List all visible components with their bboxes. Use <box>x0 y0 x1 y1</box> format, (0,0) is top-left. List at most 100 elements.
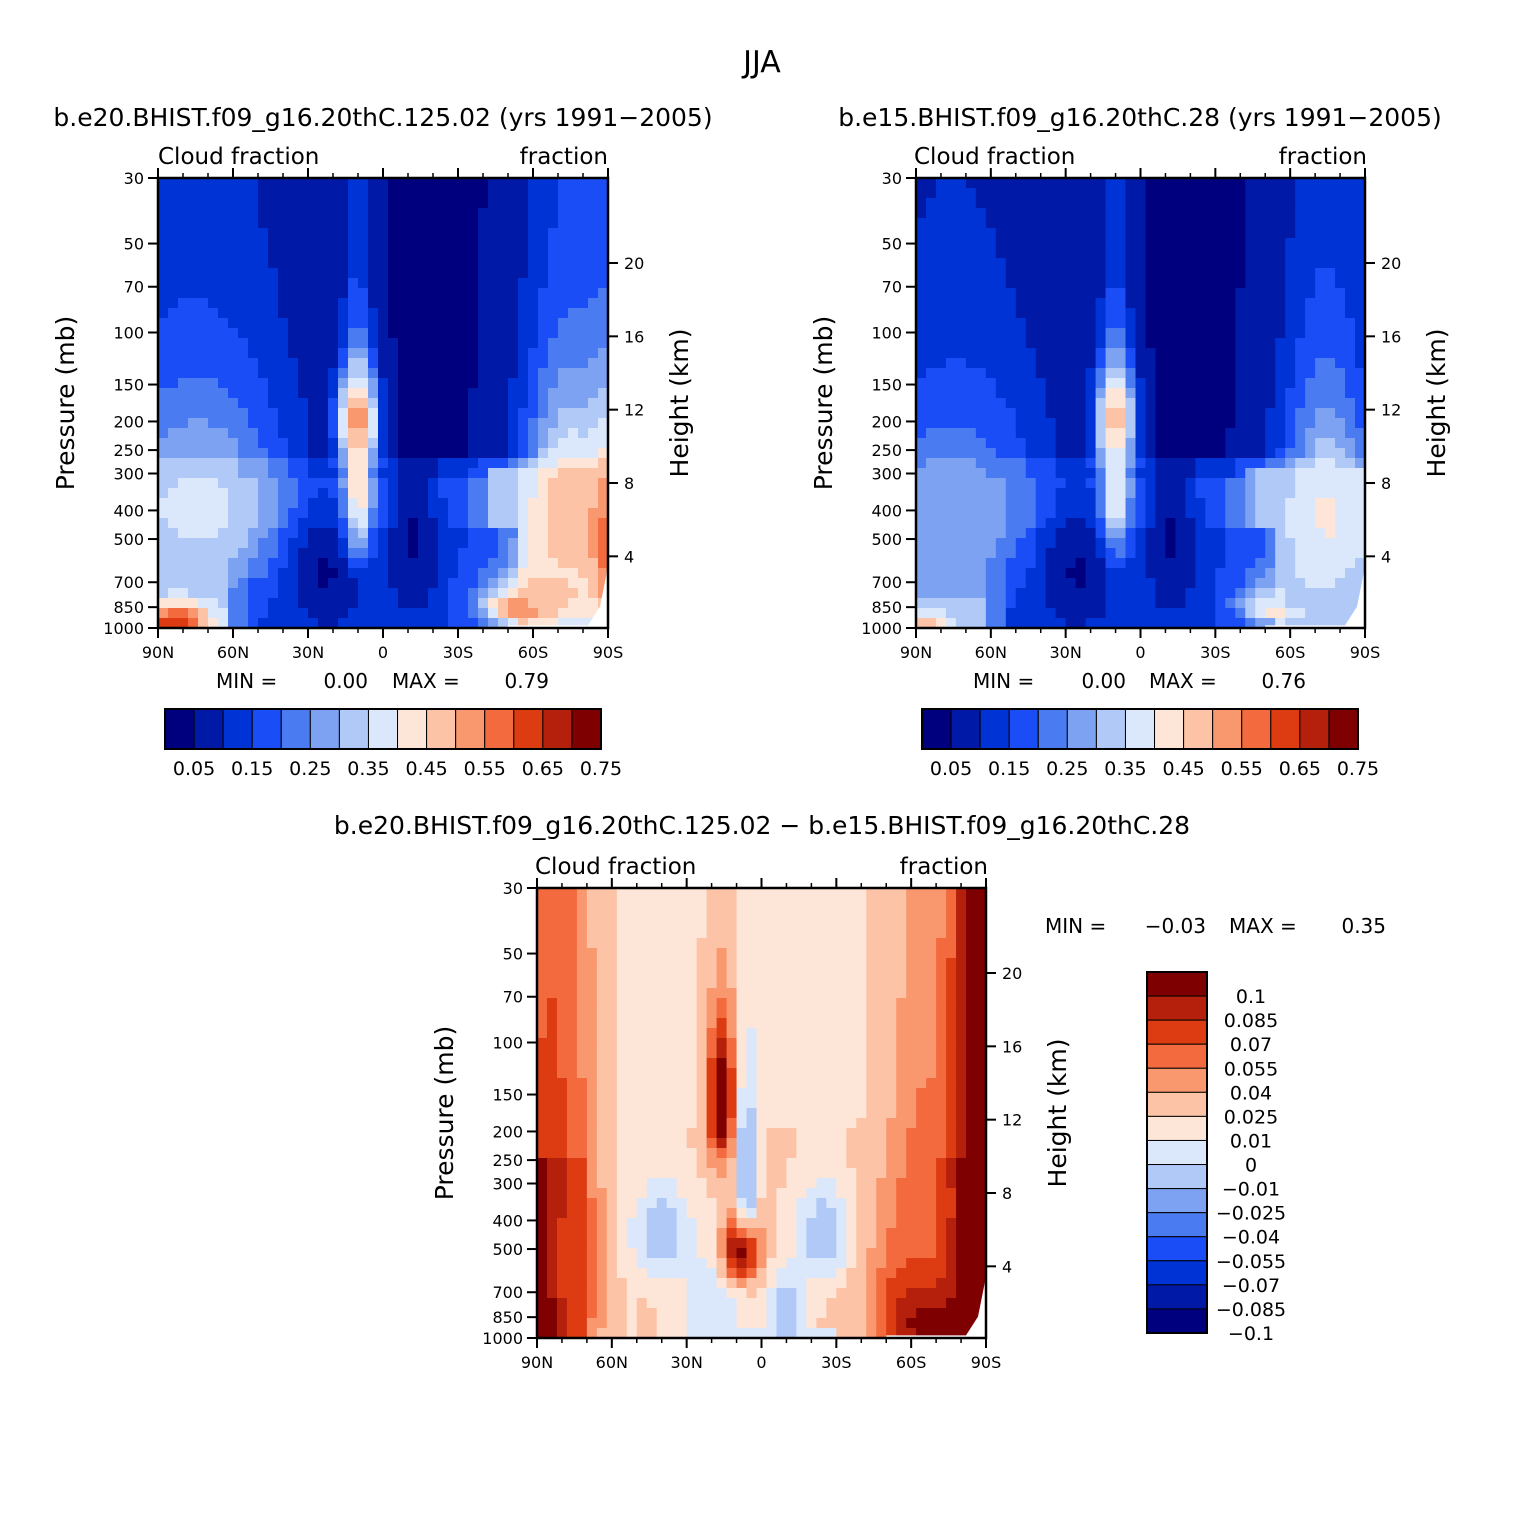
field-cell <box>228 588 239 599</box>
field-cell <box>1075 228 1087 239</box>
field-cell <box>1055 228 1067 239</box>
field-cell <box>208 278 219 289</box>
field-cell <box>1215 358 1226 369</box>
field-cell <box>1225 218 1236 229</box>
field-cell <box>1215 378 1226 389</box>
field-cell <box>1075 238 1087 249</box>
field-cell <box>586 1298 598 1309</box>
field-cell <box>1035 548 1047 559</box>
field-cell <box>955 358 967 369</box>
field-cell <box>1055 248 1067 259</box>
field-cell <box>925 398 937 409</box>
field-cell <box>408 338 419 349</box>
field-cell <box>418 548 429 559</box>
field-cell <box>1285 218 1296 229</box>
field-cell <box>578 508 589 519</box>
field-cell <box>438 558 449 569</box>
field-cell <box>278 608 289 619</box>
field-cell <box>288 318 299 329</box>
field-cell <box>548 318 559 329</box>
field-cell <box>1215 198 1226 209</box>
field-cell <box>1055 418 1067 429</box>
field-cell <box>1135 258 1147 269</box>
field-cell <box>596 1018 608 1029</box>
field-cell <box>288 468 299 479</box>
field-cell <box>178 388 189 399</box>
field-cell <box>925 368 937 379</box>
field-cell <box>646 1238 658 1249</box>
field-cell <box>1265 438 1276 449</box>
field-cell <box>428 338 439 349</box>
field-cell <box>208 618 219 629</box>
field-cell <box>378 338 389 349</box>
panel-3-title: b.e20.BHIST.f09_g16.20thC.125.02 − b.e15… <box>334 811 1190 840</box>
field-cell <box>318 548 329 559</box>
field-cell <box>438 198 449 209</box>
field-cell <box>498 178 509 189</box>
field-cell <box>945 198 957 209</box>
field-cell <box>925 188 937 199</box>
field-cell <box>1005 238 1017 249</box>
field-cell <box>328 318 339 329</box>
field-cell <box>528 178 539 189</box>
field-cell <box>278 408 289 419</box>
field-cell <box>646 938 658 949</box>
field-cell <box>378 518 389 529</box>
field-cell <box>1245 368 1256 379</box>
field-cell <box>916 338 927 349</box>
field-cell <box>448 298 459 309</box>
field-cell <box>298 608 309 619</box>
field-cell <box>418 568 429 579</box>
field-cell <box>318 348 329 359</box>
field-cell <box>616 1098 628 1109</box>
field-cell <box>488 258 499 269</box>
field-cell <box>676 1258 688 1269</box>
field-cell <box>518 548 529 559</box>
field-cell <box>537 1258 548 1269</box>
field-cell <box>1215 318 1226 329</box>
field-cell <box>388 368 399 379</box>
field-cell <box>468 468 479 479</box>
field-cell <box>1255 368 1266 379</box>
field-cell <box>1325 218 1336 229</box>
field-cell <box>348 488 359 499</box>
field-cell <box>576 1108 588 1119</box>
field-cell <box>1295 438 1306 449</box>
field-cell <box>1115 318 1127 329</box>
field-cell <box>1155 238 1167 249</box>
field-cell <box>358 528 369 539</box>
field-cell <box>508 588 519 599</box>
field-cell <box>596 1228 608 1239</box>
field-cell <box>1355 188 1366 199</box>
field-cell <box>1315 448 1326 459</box>
field-cell <box>1215 508 1226 519</box>
field-cell <box>388 598 399 609</box>
field-cell <box>945 438 957 449</box>
field-cell <box>368 478 379 489</box>
field-cell <box>1245 198 1256 209</box>
field-cell <box>228 528 239 539</box>
field-cell <box>258 508 269 519</box>
field-cell <box>548 328 559 339</box>
field-cell <box>278 438 289 449</box>
panel-1-left-label: Cloud fraction <box>158 144 319 170</box>
field-cell <box>378 478 389 489</box>
field-cell <box>945 548 957 559</box>
field-cell <box>916 298 927 309</box>
field-cell <box>626 1158 638 1169</box>
field-cell <box>576 1278 588 1289</box>
field-cell <box>1215 228 1226 239</box>
field-cell <box>1165 388 1177 399</box>
field-cell <box>1275 468 1286 479</box>
field-cell <box>925 258 937 269</box>
field-cell <box>598 558 609 569</box>
field-cell <box>1155 548 1167 559</box>
field-cell <box>1285 358 1296 369</box>
field-cell <box>1105 588 1117 599</box>
field-cell <box>955 198 967 209</box>
field-cell <box>1175 538 1186 549</box>
field-cell <box>985 238 997 249</box>
field-cell <box>438 548 449 559</box>
field-cell <box>478 238 489 249</box>
field-cell <box>558 528 569 539</box>
